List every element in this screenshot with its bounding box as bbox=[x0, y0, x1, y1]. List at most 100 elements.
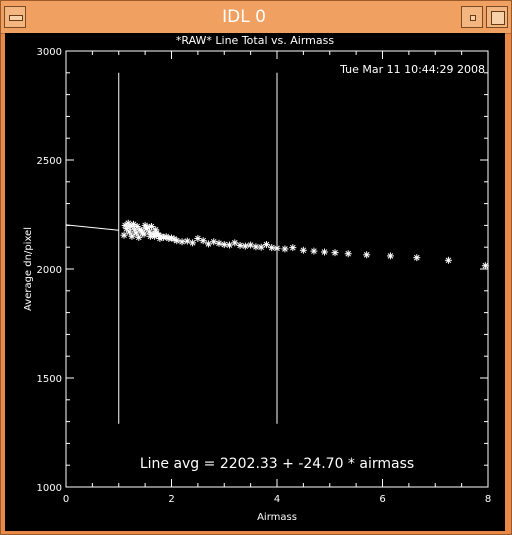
fit-line-group bbox=[65, 224, 119, 231]
window-menu-button[interactable] bbox=[4, 6, 26, 28]
data-point-stroke bbox=[123, 225, 130, 232]
maximize-button[interactable] bbox=[486, 6, 508, 28]
data-point-stroke bbox=[146, 229, 153, 235]
data-point-stroke bbox=[168, 235, 175, 241]
chart-title: *RAW* Line Total vs. Airmass bbox=[176, 34, 334, 47]
data-point bbox=[178, 238, 186, 246]
data-point bbox=[331, 249, 339, 257]
data-point bbox=[210, 238, 218, 246]
data-point-stroke bbox=[189, 240, 196, 246]
data-point bbox=[310, 247, 318, 255]
data-point-stroke bbox=[258, 244, 264, 251]
data-point bbox=[215, 239, 223, 247]
data-points bbox=[120, 219, 489, 270]
data-point-stroke bbox=[129, 233, 135, 240]
data-point-stroke bbox=[126, 229, 133, 235]
data-point-stroke bbox=[141, 231, 147, 237]
data-point bbox=[145, 228, 153, 236]
data-point-stroke bbox=[173, 237, 180, 244]
fit-line bbox=[65, 224, 119, 231]
data-point-stroke bbox=[311, 248, 317, 254]
data-point bbox=[241, 242, 249, 250]
data-point-stroke bbox=[134, 223, 141, 230]
data-point-stroke bbox=[195, 235, 201, 242]
data-point bbox=[130, 220, 138, 228]
fit-equation-label: Line avg = 2202.33 + -24.70 * airmass bbox=[140, 456, 414, 472]
data-point bbox=[289, 244, 297, 252]
data-point bbox=[257, 243, 265, 251]
data-point-stroke bbox=[242, 243, 249, 249]
data-point bbox=[444, 256, 452, 264]
data-point bbox=[226, 241, 234, 249]
x-axis-label: Airmass bbox=[257, 512, 297, 523]
data-point-stroke bbox=[290, 244, 296, 251]
minimize-button[interactable] bbox=[461, 6, 483, 28]
data-point bbox=[128, 232, 136, 240]
data-point-stroke bbox=[247, 242, 254, 248]
data-point-stroke bbox=[263, 241, 270, 248]
data-point-stroke bbox=[216, 240, 222, 247]
x-tick-label: 4 bbox=[274, 494, 280, 505]
data-point bbox=[252, 243, 260, 251]
window-menu-icon bbox=[9, 15, 23, 21]
data-point bbox=[299, 246, 307, 254]
data-point bbox=[268, 244, 276, 252]
y-axis-label: Average dn/pixel bbox=[23, 227, 34, 311]
data-point bbox=[183, 237, 191, 245]
data-point-stroke bbox=[282, 246, 288, 252]
data-point-stroke bbox=[144, 224, 151, 231]
data-point-stroke bbox=[332, 249, 338, 256]
data-point bbox=[386, 252, 394, 260]
data-point-stroke bbox=[152, 226, 159, 233]
reference-lines bbox=[118, 72, 278, 424]
data-point-stroke bbox=[237, 242, 243, 249]
data-point-stroke bbox=[221, 241, 228, 248]
minimize-icon bbox=[470, 15, 476, 21]
x-tick-label: 0 bbox=[63, 494, 69, 505]
data-point-stroke bbox=[122, 222, 128, 229]
plot-timestamp: Tue Mar 11 10:44:29 2008 bbox=[339, 63, 485, 76]
title-bar[interactable]: IDL 0 bbox=[1, 1, 511, 34]
data-point bbox=[231, 239, 239, 247]
data-point bbox=[173, 237, 181, 245]
data-point-stroke bbox=[210, 238, 217, 245]
x-tick-label: 2 bbox=[168, 494, 174, 505]
y-tick-label: 1500 bbox=[37, 374, 62, 385]
data-point-stroke bbox=[125, 220, 132, 227]
data-point bbox=[236, 241, 244, 249]
data-point bbox=[281, 245, 289, 253]
data-point-stroke bbox=[387, 253, 394, 259]
axis-ticks: 0 2 4 6 8 1000 1500 2000 2500 3000 bbox=[37, 47, 492, 505]
data-point-stroke bbox=[345, 250, 352, 257]
data-point-stroke bbox=[158, 233, 164, 240]
data-point bbox=[320, 248, 328, 256]
data-point-stroke bbox=[179, 238, 185, 245]
data-point bbox=[273, 244, 281, 252]
data-point-stroke bbox=[482, 262, 489, 269]
x-tick-label: 6 bbox=[379, 494, 385, 505]
data-point bbox=[120, 231, 128, 239]
data-point bbox=[194, 234, 202, 242]
data-point bbox=[413, 254, 421, 262]
data-point-stroke bbox=[274, 245, 280, 252]
data-point-stroke bbox=[205, 241, 212, 247]
data-point-stroke bbox=[268, 244, 275, 251]
data-point-stroke bbox=[171, 236, 177, 242]
data-point-stroke bbox=[148, 223, 155, 230]
y-tick-label: 2500 bbox=[37, 156, 62, 167]
data-point bbox=[189, 239, 197, 247]
data-point-stroke bbox=[138, 228, 145, 234]
data-point-stroke bbox=[321, 249, 328, 255]
data-point-stroke bbox=[300, 247, 307, 254]
data-point bbox=[135, 233, 143, 241]
data-point bbox=[363, 251, 371, 259]
data-point-stroke bbox=[413, 254, 420, 261]
data-point bbox=[247, 241, 255, 249]
data-point-stroke bbox=[130, 221, 137, 228]
maximize-icon bbox=[491, 11, 505, 25]
data-point-stroke bbox=[184, 238, 191, 244]
data-point bbox=[344, 250, 352, 258]
plot-canvas: *RAW* Line Total vs. Airmass Tue Mar 11 … bbox=[5, 33, 505, 531]
y-tick-label: 3000 bbox=[37, 47, 62, 58]
plot-svg: *RAW* Line Total vs. Airmass Tue Mar 11 … bbox=[23, 34, 492, 523]
